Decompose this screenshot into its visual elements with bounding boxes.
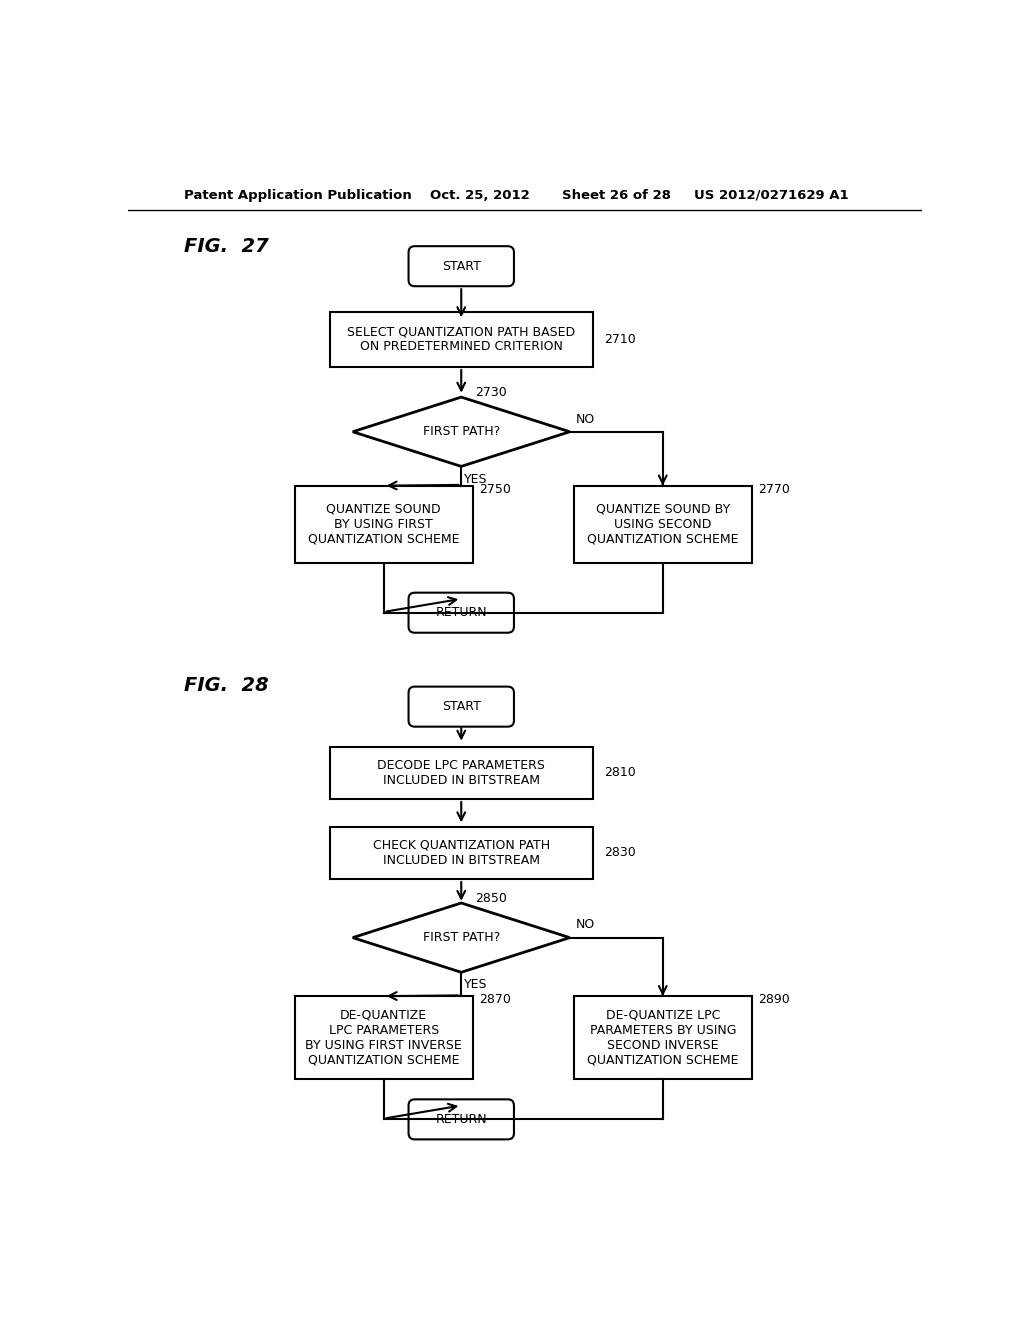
Text: DECODE LPC PARAMETERS
INCLUDED IN BITSTREAM: DECODE LPC PARAMETERS INCLUDED IN BITSTR…: [377, 759, 545, 787]
Text: START: START: [441, 700, 480, 713]
Text: DE-QUANTIZE
LPC PARAMETERS
BY USING FIRST INVERSE
QUANTIZATION SCHEME: DE-QUANTIZE LPC PARAMETERS BY USING FIRS…: [305, 1008, 462, 1067]
FancyBboxPatch shape: [409, 246, 514, 286]
Bar: [330, 826, 593, 879]
Polygon shape: [352, 397, 569, 466]
Text: FIG.  28: FIG. 28: [183, 676, 268, 696]
Text: Sheet 26 of 28: Sheet 26 of 28: [562, 189, 671, 202]
Bar: [295, 997, 473, 1080]
Text: 2770: 2770: [758, 483, 790, 495]
Text: 2830: 2830: [604, 846, 636, 859]
FancyBboxPatch shape: [409, 593, 514, 632]
Text: QUANTIZE SOUND BY
USING SECOND
QUANTIZATION SCHEME: QUANTIZE SOUND BY USING SECOND QUANTIZAT…: [587, 503, 738, 545]
Text: YES: YES: [464, 978, 487, 991]
FancyBboxPatch shape: [409, 686, 514, 726]
Bar: [573, 486, 752, 562]
Text: 2750: 2750: [479, 483, 511, 495]
FancyBboxPatch shape: [409, 1100, 514, 1139]
Text: START: START: [441, 260, 480, 273]
Text: DE-QUANTIZE LPC
PARAMETERS BY USING
SECOND INVERSE
QUANTIZATION SCHEME: DE-QUANTIZE LPC PARAMETERS BY USING SECO…: [587, 1008, 738, 1067]
Bar: [330, 747, 593, 799]
Text: SELECT QUANTIZATION PATH BASED
ON PREDETERMINED CRITERION: SELECT QUANTIZATION PATH BASED ON PREDET…: [347, 325, 575, 354]
Text: 2870: 2870: [479, 993, 511, 1006]
Text: 2850: 2850: [475, 892, 507, 906]
Text: Oct. 25, 2012: Oct. 25, 2012: [430, 189, 530, 202]
Text: 2710: 2710: [604, 333, 636, 346]
Text: FIRST PATH?: FIRST PATH?: [423, 425, 500, 438]
Text: FIG.  27: FIG. 27: [183, 238, 268, 256]
Text: FIRST PATH?: FIRST PATH?: [423, 931, 500, 944]
Text: 2810: 2810: [604, 767, 636, 779]
Text: Patent Application Publication: Patent Application Publication: [183, 189, 412, 202]
Text: US 2012/0271629 A1: US 2012/0271629 A1: [693, 189, 848, 202]
Text: QUANTIZE SOUND
BY USING FIRST
QUANTIZATION SCHEME: QUANTIZE SOUND BY USING FIRST QUANTIZATI…: [308, 503, 460, 545]
Polygon shape: [352, 903, 569, 973]
Text: RETURN: RETURN: [435, 1113, 487, 1126]
Bar: [573, 997, 752, 1080]
Text: 2890: 2890: [758, 993, 790, 1006]
Text: YES: YES: [464, 473, 487, 486]
Text: NO: NO: [575, 413, 595, 425]
Bar: [295, 486, 473, 562]
Text: RETURN: RETURN: [435, 606, 487, 619]
Text: 2730: 2730: [475, 385, 507, 399]
Bar: [330, 312, 593, 367]
Text: CHECK QUANTIZATION PATH
INCLUDED IN BITSTREAM: CHECK QUANTIZATION PATH INCLUDED IN BITS…: [373, 840, 550, 867]
Text: NO: NO: [575, 919, 595, 932]
